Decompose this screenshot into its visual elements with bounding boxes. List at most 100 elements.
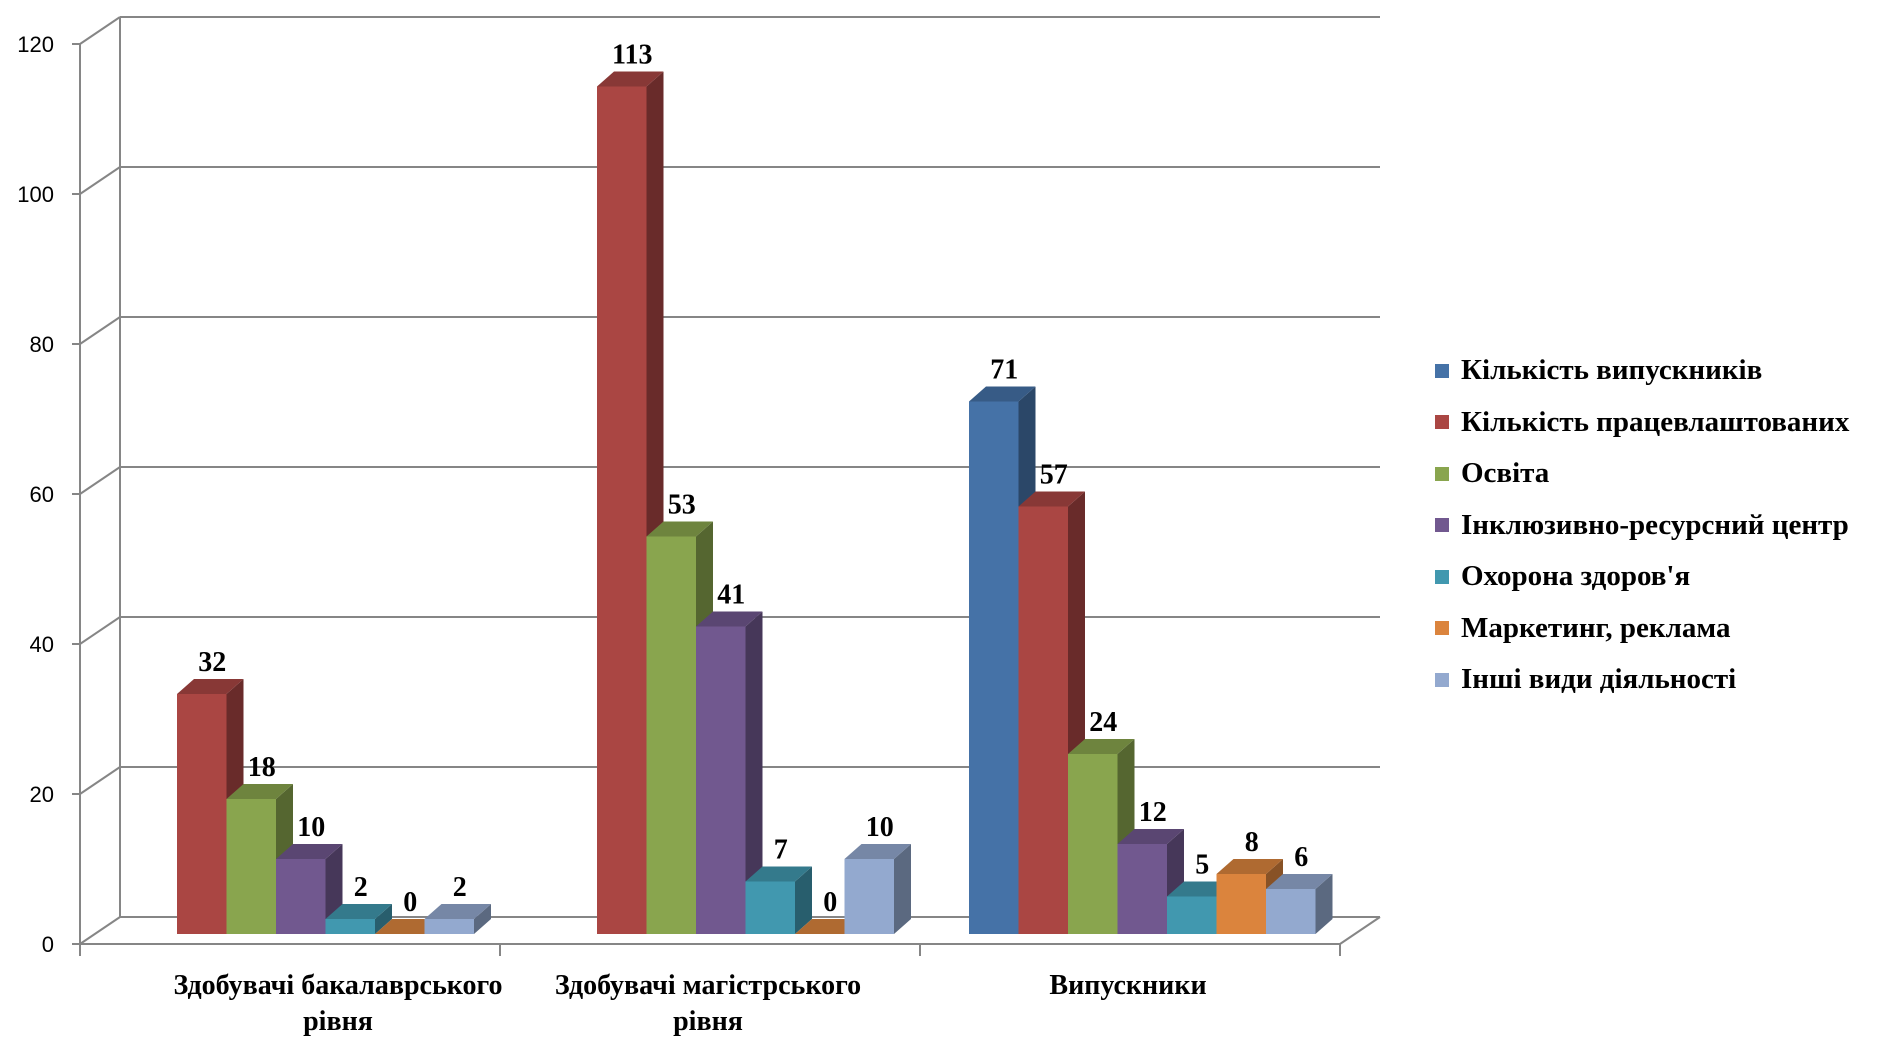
axes <box>72 17 1381 956</box>
gridline-connector <box>79 16 121 45</box>
legend-item: Охорона здоров'я <box>1435 551 1849 603</box>
bar-side <box>745 611 763 934</box>
legend: Кількість випускників Кількість працевлаш… <box>1435 345 1849 706</box>
bar-top <box>1216 859 1283 874</box>
legend-label: Кількість випускників <box>1461 354 1763 387</box>
legend-item: Освіта <box>1435 448 1849 500</box>
legend-item: Маркетинг, реклама <box>1435 603 1849 655</box>
bar-front <box>1117 844 1167 934</box>
bar-front <box>1018 506 1068 934</box>
legend-item: Кількість випускників <box>1435 345 1849 397</box>
bar <box>745 866 812 934</box>
bar-side <box>795 866 812 934</box>
bar <box>424 904 491 934</box>
legend-swatch <box>1435 518 1449 533</box>
category-label-line: Здобувачі магістрського <box>555 970 861 1001</box>
data-label: 0 <box>823 887 837 918</box>
y-tick-label: 80 <box>30 332 54 357</box>
data-label: 8 <box>1245 827 1259 858</box>
gridline-connector <box>79 766 121 795</box>
bar-front <box>177 694 227 934</box>
data-label: 10 <box>866 812 894 843</box>
bar-front <box>597 86 647 934</box>
legend-swatch <box>1435 466 1449 481</box>
data-label: 7 <box>774 835 788 866</box>
legend-swatch <box>1435 415 1449 430</box>
bar-front <box>1216 874 1266 934</box>
legend-label: Інші види діяльності <box>1461 663 1737 696</box>
category-label-line: рівня <box>673 1006 743 1037</box>
legend-label: Інклюзивно-ресурсний центр <box>1461 508 1849 541</box>
legend-swatch <box>1435 672 1449 687</box>
bar-top <box>276 844 343 859</box>
data-label: 53 <box>668 490 696 521</box>
data-label: 6 <box>1294 842 1308 873</box>
bar <box>696 611 763 934</box>
floor-edge <box>1339 916 1381 945</box>
y-tick-label: 100 <box>17 182 54 207</box>
bar-top <box>325 904 392 919</box>
bar-side <box>1315 874 1333 934</box>
data-label: 41 <box>717 580 745 611</box>
y-tick-label: 20 <box>30 782 54 807</box>
bar-front <box>646 536 696 934</box>
legend-swatch <box>1435 569 1449 584</box>
bar-top <box>969 386 1036 402</box>
data-label: 12 <box>1139 797 1167 828</box>
bar-side <box>894 844 911 934</box>
legend-label: Кількість працевлаштованих <box>1461 405 1850 438</box>
y-tick-label: 40 <box>30 632 54 657</box>
bar <box>1266 874 1333 934</box>
bar-top <box>1018 491 1085 507</box>
legend-label: Освіта <box>1461 457 1550 490</box>
bar-top <box>696 611 763 627</box>
bar-front <box>1266 889 1316 934</box>
bar <box>844 844 911 934</box>
gridline-connector <box>79 466 121 495</box>
data-label: 24 <box>1089 707 1117 738</box>
y-tick-label: 60 <box>30 482 54 507</box>
legend-swatch <box>1435 621 1449 636</box>
bar-front <box>276 859 326 934</box>
data-label: 113 <box>612 40 652 71</box>
bar-top <box>177 679 244 694</box>
bar-top <box>226 784 293 799</box>
bar-top <box>745 866 812 882</box>
legend-item: Інші види діяльності <box>1435 654 1849 706</box>
bar-front <box>1068 754 1118 934</box>
data-label: 2 <box>354 872 368 903</box>
y-tick-labels: 0 20 40 60 80 100 120 <box>17 32 54 957</box>
bar-top <box>1068 739 1135 754</box>
bar-top <box>597 71 664 87</box>
bar-top <box>1117 829 1184 844</box>
legend-label: Маркетинг, реклама <box>1461 611 1731 644</box>
data-label: 32 <box>198 647 226 678</box>
category-label: Випускники <box>1049 970 1206 1001</box>
bar-top <box>424 904 491 919</box>
category-label-line: рівня <box>303 1006 373 1037</box>
gridline-connector <box>79 916 121 945</box>
bar-top <box>646 521 713 537</box>
y-tick-label: 0 <box>42 932 54 957</box>
data-labels: 71 32 113 57 18 53 24 10 41 12 2 7 5 0 0 8 2 10 6 <box>198 40 1308 919</box>
legend-item: Інклюзивно-ресурсний центр <box>1435 500 1849 552</box>
category-label-line: Випускники <box>1049 970 1206 1001</box>
bar-front <box>1167 896 1217 934</box>
legend-swatch <box>1435 363 1449 378</box>
bar <box>325 904 392 934</box>
category-label-line: Здобувачі бакалаврського <box>173 970 502 1001</box>
category-labels: Здобувачі бакалаврського рівня Здобувачі м… <box>173 970 1206 1037</box>
bar-front <box>844 859 894 934</box>
bar-front <box>969 401 1019 934</box>
data-label: 71 <box>990 355 1018 386</box>
gridline-connector <box>79 616 121 645</box>
bar-top <box>844 844 911 859</box>
gridline-connector <box>79 166 121 195</box>
y-tick-label: 120 <box>17 32 54 57</box>
data-label: 57 <box>1040 460 1068 491</box>
data-label: 5 <box>1195 850 1209 881</box>
gridline-connector <box>79 316 121 345</box>
bar-side <box>375 904 392 934</box>
bar-side <box>474 904 491 934</box>
